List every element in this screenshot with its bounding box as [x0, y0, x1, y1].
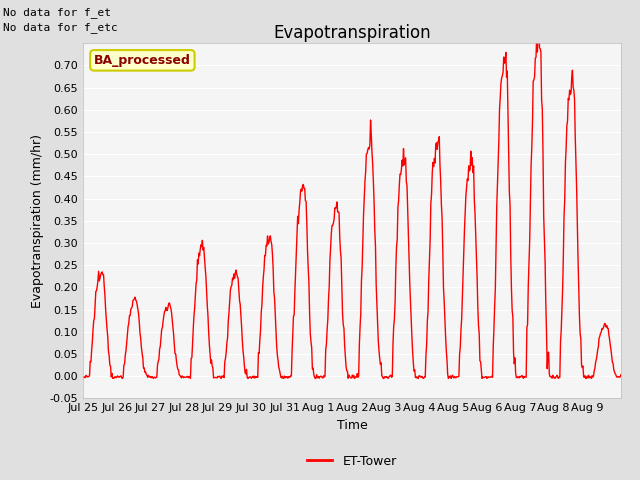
X-axis label: Time: Time — [337, 419, 367, 432]
Y-axis label: Evapotranspiration (mm/hr): Evapotranspiration (mm/hr) — [31, 134, 44, 308]
Legend: ET-Tower: ET-Tower — [302, 450, 402, 473]
Text: No data for f_etc: No data for f_etc — [3, 22, 118, 33]
Text: BA_processed: BA_processed — [94, 54, 191, 67]
Text: No data for f_et: No data for f_et — [3, 7, 111, 18]
Title: Evapotranspiration: Evapotranspiration — [273, 24, 431, 42]
